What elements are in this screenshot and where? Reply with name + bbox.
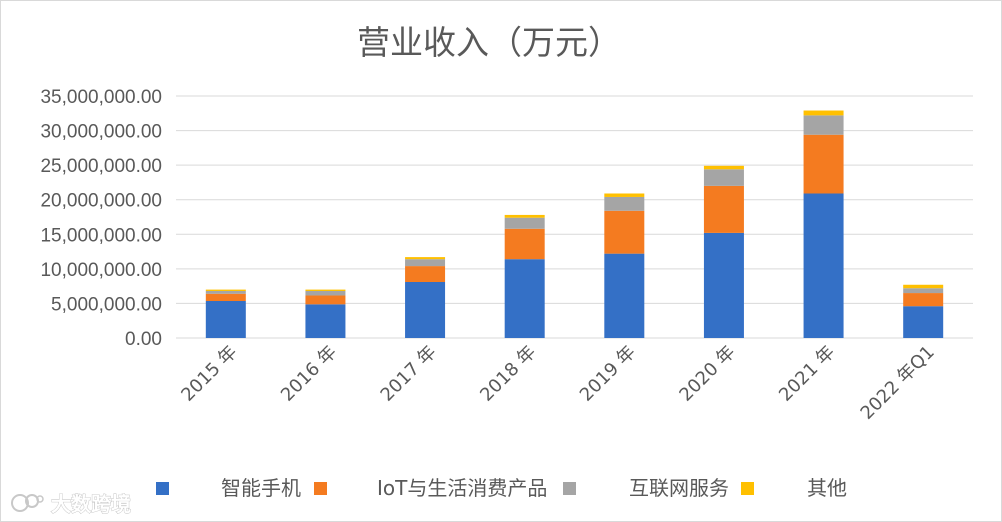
bar-segment — [604, 253, 645, 338]
bar-segment — [504, 214, 545, 218]
bar-segment — [305, 290, 346, 296]
bar-segment — [504, 228, 545, 260]
x-category-label: 2020 年 — [675, 342, 739, 406]
bar-segment — [305, 289, 346, 291]
watermark-logo-icon — [11, 494, 44, 512]
bar-segment — [803, 110, 844, 116]
bar-segment — [903, 306, 944, 338]
bar-segment — [205, 301, 246, 338]
y-axis-ticks: 0.00 5,000,000.00 10,000,000.00 15,000,000.… — [40, 87, 162, 350]
legend-label: 互联网服务 — [629, 476, 729, 500]
x-category-label: 2021 年 — [775, 342, 839, 406]
bar-segment — [903, 288, 944, 294]
bar-segment — [205, 290, 246, 294]
y-tick-label: 10,000,000.00 — [40, 260, 162, 281]
legend-label: IoT与生活消费产品 — [377, 476, 547, 500]
y-tick-label: 30,000,000.00 — [40, 122, 162, 143]
bar-segment — [405, 266, 446, 282]
bar-segment — [405, 281, 446, 338]
bars — [205, 110, 944, 338]
bar-segment — [205, 289, 246, 291]
legend-swatch — [156, 482, 169, 495]
bar-segment — [305, 295, 346, 305]
legend-swatch — [563, 482, 576, 495]
x-category-label: 2017 年 — [377, 342, 441, 406]
bar-segment — [803, 115, 844, 135]
bar-segment — [803, 193, 844, 338]
bar-segment — [504, 217, 545, 229]
legend: 智能手机 IoT与生活消费产品 互联网服务 其他 — [156, 476, 847, 500]
bar-segment — [604, 210, 645, 254]
bar-segment — [604, 196, 645, 211]
y-tick-label: 25,000,000.00 — [40, 156, 162, 177]
bar-segment — [703, 185, 744, 233]
x-category-label: 2019 年 — [576, 342, 640, 406]
bar-segment — [205, 293, 246, 302]
bar-segment — [305, 304, 346, 338]
bar-segment — [903, 293, 944, 307]
bar-segment — [504, 259, 545, 338]
gridlines — [176, 95, 973, 339]
bar-segment — [703, 165, 744, 170]
legend-swatch — [741, 482, 754, 495]
bar-segment — [703, 169, 744, 186]
y-tick-label: 15,000,000.00 — [40, 225, 162, 246]
y-tick-label: 5,000,000.00 — [51, 294, 162, 315]
x-category-label: 2015 年 — [177, 342, 241, 406]
y-tick-label: 35,000,000.00 — [40, 87, 162, 108]
bar-segment — [604, 193, 645, 197]
bar-segment — [903, 284, 944, 289]
x-axis-labels: 2015 年 2016 年 2017 年 2018 年 2019 年 2020 年 2021… — [177, 342, 938, 424]
watermark: 大数跨境 — [11, 492, 131, 516]
legend-swatch — [314, 482, 327, 495]
bar-segment — [803, 134, 844, 194]
x-category-label: 2022 年Q1 — [857, 342, 939, 424]
y-tick-label: 0.00 — [125, 329, 162, 350]
bar-segment — [703, 232, 744, 338]
legend-label: 其他 — [807, 476, 847, 500]
bar-segment — [405, 257, 446, 260]
y-tick-label: 20,000,000.00 — [40, 191, 162, 212]
watermark-text: 大数跨境 — [51, 492, 131, 516]
bar-segment — [405, 259, 446, 267]
legend-label: 智能手机 — [221, 476, 301, 500]
x-category-label: 2018 年 — [476, 342, 540, 406]
x-category-label: 2016 年 — [277, 342, 341, 406]
chart-title: 营业收入（万元） — [357, 23, 621, 62]
